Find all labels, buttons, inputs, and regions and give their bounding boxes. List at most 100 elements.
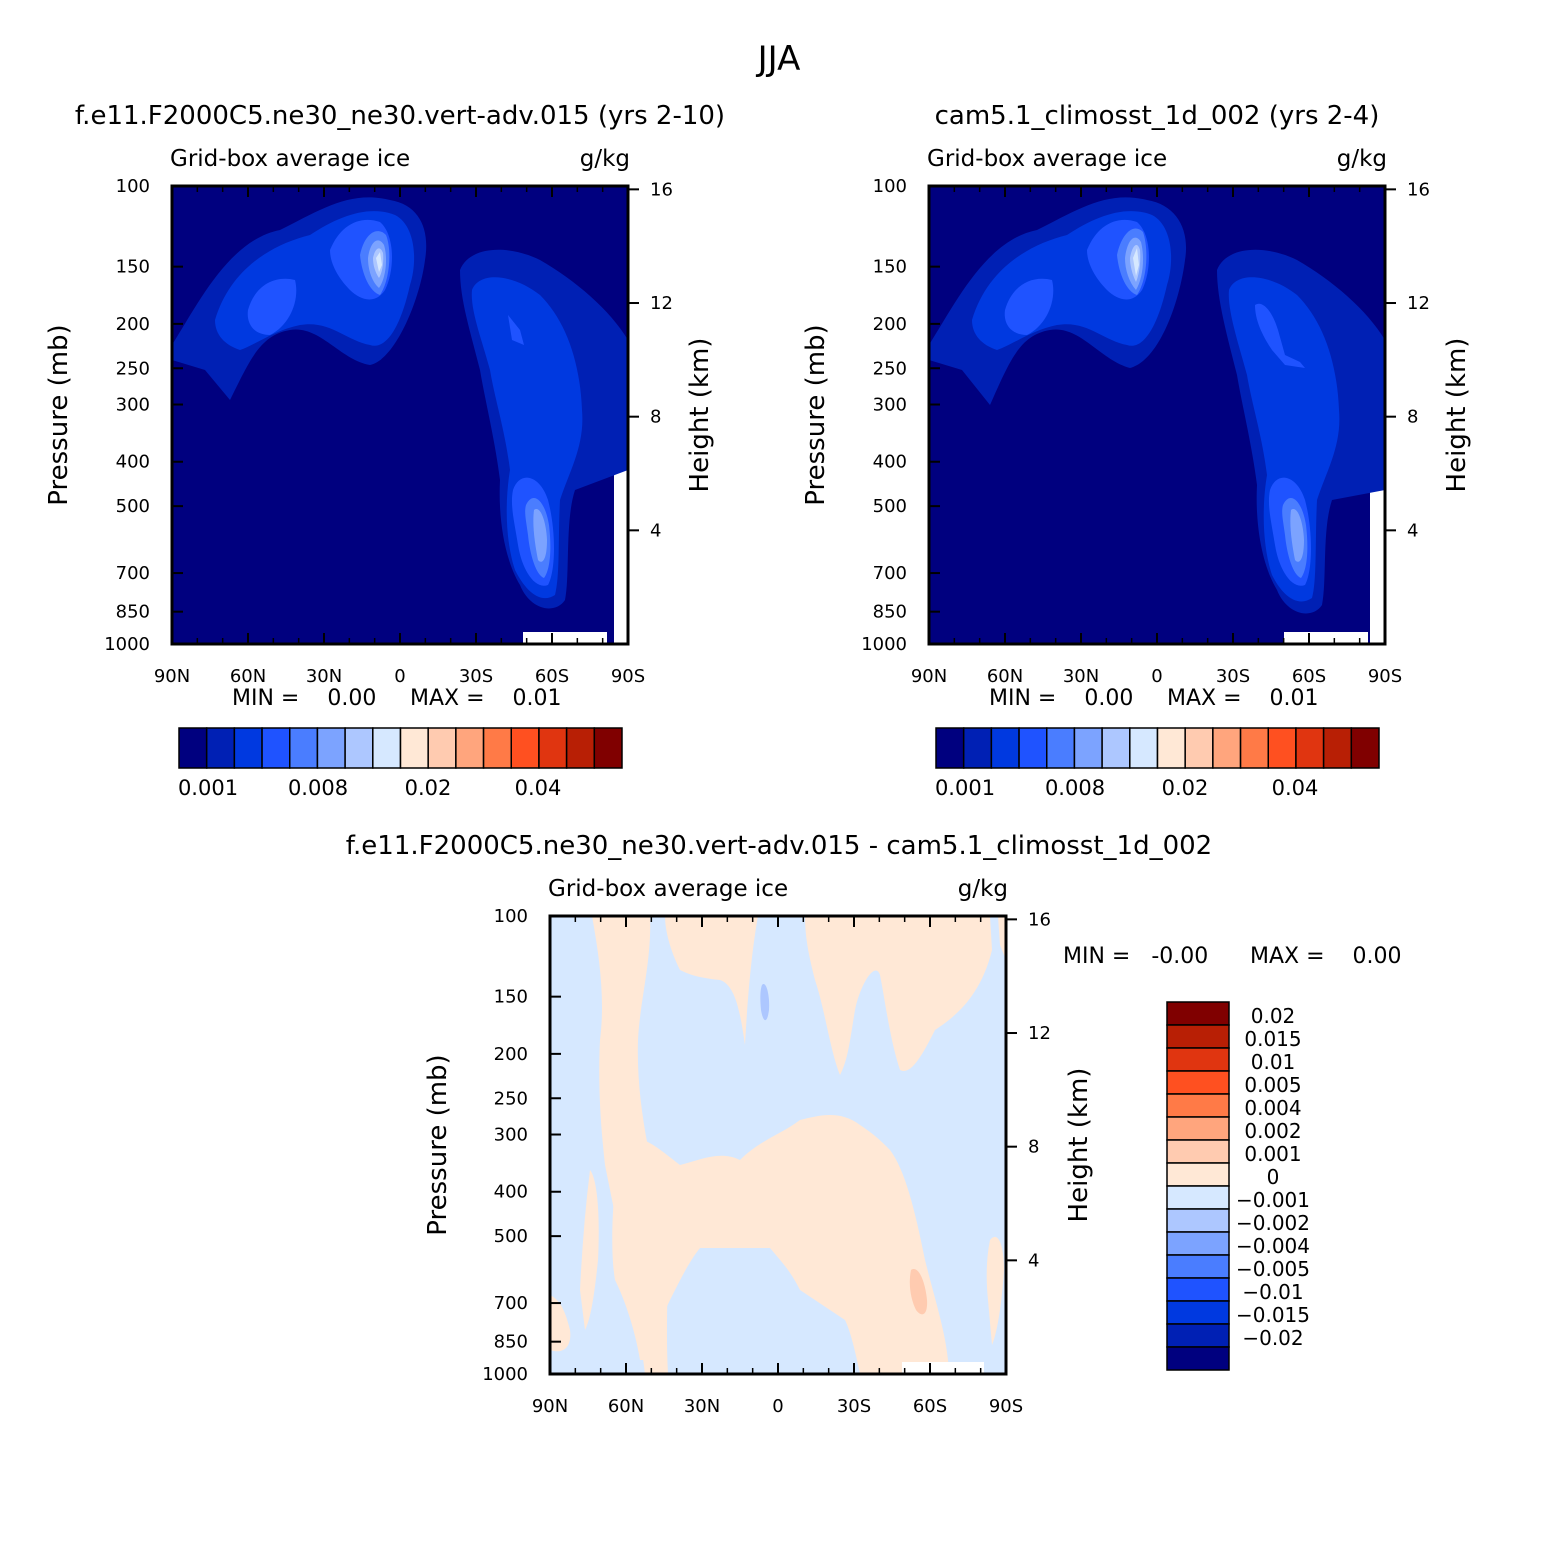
panel-3-y-axis-title: Pressure (mb): [423, 1054, 453, 1235]
y-tick-label: 400: [116, 452, 150, 473]
colorbar-box: [1156, 727, 1186, 769]
colorbar-label: 0.001: [1244, 1142, 1301, 1166]
y-tick-label: 700: [873, 563, 907, 584]
colorbar-box: [1166, 1001, 1230, 1026]
x-tick-label: 30S: [837, 1396, 871, 1417]
colorbar-box: [593, 727, 623, 769]
panel-1-units-label: g/kg: [580, 146, 630, 172]
y2-tick-label: 12: [650, 293, 673, 314]
colorbar-box: [261, 727, 291, 769]
colorbar-label: −0.002: [1236, 1211, 1310, 1235]
panel-1-colorbar: [178, 727, 623, 769]
colorbar-box: [372, 727, 402, 769]
x-tick-label: 30N: [1063, 666, 1099, 687]
x-tick-label: 60N: [608, 1396, 644, 1417]
y-tick-label: 150: [873, 257, 907, 278]
y-tick-label: 850: [873, 602, 907, 623]
panel-3-variable-label: Grid-box average ice: [548, 876, 788, 902]
x-tick-label: 90S: [611, 666, 645, 687]
panel-3: f.e11.F2000C5.ne30_ne30.vert-adv.015 - c…: [346, 831, 1402, 1417]
colorbar-label: 0.015: [1244, 1027, 1301, 1051]
panel-1-y-axis-title: Pressure (mb): [44, 324, 74, 505]
colorbar-label: 0.01: [1251, 1050, 1296, 1074]
y2-tick-label: 4: [1028, 1250, 1039, 1271]
panel-1-title: f.e11.F2000C5.ne30_ne30.vert-adv.015 (yr…: [75, 101, 725, 131]
colorbar-label: 0.002: [1244, 1119, 1301, 1143]
y-tick-label: 400: [494, 1182, 528, 1203]
y2-tick-label: 16: [650, 179, 673, 200]
panel-1-variable-label: Grid-box average ice: [170, 146, 410, 172]
colorbar-box: [1166, 1254, 1230, 1279]
panel-3-y2-axis-title: Height (km): [1064, 1068, 1094, 1223]
colorbar-box: [1166, 1116, 1230, 1141]
colorbar-label: 0: [1267, 1165, 1280, 1189]
colorbar-box: [482, 727, 512, 769]
y-tick-label: 1000: [104, 634, 150, 655]
colorbar-label: −0.004: [1236, 1234, 1310, 1258]
panel-1-y2-axis-title: Height (km): [685, 338, 715, 493]
colorbar-box: [538, 727, 568, 769]
y-tick-label: 150: [116, 257, 150, 278]
colorbar-box: [316, 727, 346, 769]
panel-3-axes: 90N 60N 30N 0 30S 60S 90S 100 150 200 250 300 400 500…: [482, 906, 1051, 1417]
y2-tick-label: 12: [1028, 1023, 1051, 1044]
y2-tick-label: 16: [1407, 179, 1430, 200]
y-tick-label: 250: [494, 1088, 528, 1109]
y2-tick-label: 8: [650, 407, 661, 428]
y-tick-label: 100: [494, 906, 528, 927]
colorbar-box: [1267, 727, 1297, 769]
panel-3-min-text: MIN = -0.00: [1063, 944, 1208, 969]
panel-2-y2-axis-title: Height (km): [1442, 338, 1472, 493]
panel-2-title: cam5.1_climosst_1d_002 (yrs 2-4): [935, 101, 1380, 131]
y2-tick-label: 4: [1407, 520, 1418, 541]
panel-2-colorbar-label-3: 0.02: [1162, 776, 1209, 800]
colorbar-label: 0.02: [1251, 1004, 1296, 1028]
panel-2-min-text: MIN = 0.00: [989, 686, 1133, 711]
colorbar-box: [427, 727, 457, 769]
panel-1-colorbar-label-4: 0.04: [515, 776, 562, 800]
y-tick-label: 250: [116, 358, 150, 379]
x-tick-label: 30S: [1216, 666, 1250, 687]
colorbar-box: [455, 727, 485, 769]
colorbar-box: [990, 727, 1020, 769]
panel-1: f.e11.F2000C5.ne30_ne30.vert-adv.015 (yr…: [44, 101, 725, 800]
y-tick-label: 100: [873, 176, 907, 197]
colorbar-box: [510, 727, 540, 769]
colorbar-box: [1295, 727, 1325, 769]
y-tick-label: 500: [873, 496, 907, 517]
colorbar-box: [1166, 1300, 1230, 1325]
x-tick-label: 30N: [684, 1396, 720, 1417]
panel-2-colorbar-label-4: 0.04: [1272, 776, 1319, 800]
panel-2-colorbar: [935, 727, 1380, 769]
panel-2-units-label: g/kg: [1337, 146, 1387, 172]
colorbar-box: [233, 727, 263, 769]
colorbar-box: [1166, 1277, 1230, 1302]
y-tick-label: 500: [494, 1226, 528, 1247]
colorbar-box: [1166, 1231, 1230, 1256]
y-tick-label: 1000: [482, 1364, 528, 1385]
panel-3-colorbar: 0.020.0150.010.0050.0040.0020.0010−0.001…: [1166, 1001, 1310, 1371]
panel-3-title: f.e11.F2000C5.ne30_ne30.vert-adv.015 - c…: [346, 831, 1212, 861]
panel-3-max-text: MAX = 0.00: [1250, 944, 1402, 969]
x-tick-label: 90N: [154, 666, 190, 687]
x-tick-label: 30S: [459, 666, 493, 687]
y-tick-label: 100: [116, 176, 150, 197]
colorbar-box: [1322, 727, 1353, 769]
y-tick-label: 300: [494, 1125, 528, 1146]
colorbar-box: [1129, 727, 1159, 769]
y2-tick-label: 16: [1028, 909, 1051, 930]
colorbar-box: [1073, 727, 1103, 769]
colorbar-box: [399, 727, 429, 769]
colorbar-box: [1350, 727, 1380, 769]
colorbar-box: [1166, 1093, 1230, 1118]
y2-tick-label: 12: [1407, 293, 1430, 314]
colorbar-box: [205, 727, 236, 769]
panel-3-plot-area: [548, 914, 1008, 1376]
panel-2-colorbar-label-2: 0.008: [1045, 776, 1105, 800]
colorbar-box: [1239, 727, 1269, 769]
x-tick-label: 60N: [230, 666, 266, 687]
colorbar-box: [1166, 1024, 1230, 1049]
y-tick-label: 200: [116, 314, 150, 335]
y-tick-label: 250: [873, 358, 907, 379]
panel-1-colorbar-label-2: 0.008: [288, 776, 348, 800]
